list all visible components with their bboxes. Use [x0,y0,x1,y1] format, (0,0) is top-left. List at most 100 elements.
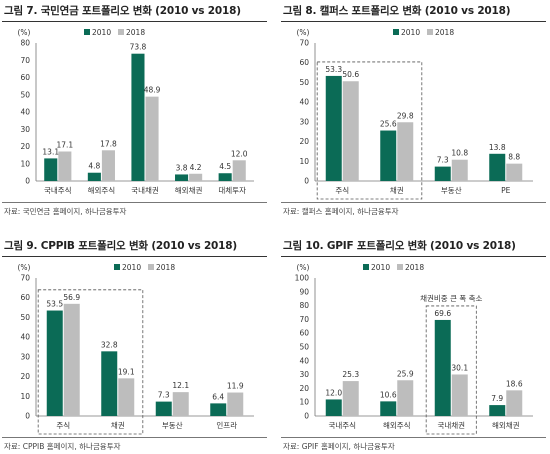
x-tick-label: 채권 [111,420,125,430]
data-label: 3.8 [176,163,188,172]
bar-2018 [451,374,468,416]
y-tick-label: 50 [299,343,309,352]
bar-2018 [58,151,72,181]
legend-swatch [148,264,154,270]
bar-2010 [380,401,397,416]
x-tick-label: 주식 [56,421,70,430]
chart-panel-nps: 그림 7. 국민연금 포트폴리오 변화 (2010 vs 2018) (%) 0 1… [2,3,267,218]
y-unit-label: (%) [297,263,310,272]
chart-source: 자료: 캘퍼스 홈페이지, 하나금융투자 [283,207,399,216]
data-label: 19.1 [118,367,135,376]
y-unit-label: (%) [297,28,310,37]
bar-chart: (%) 0 10 20 30 40 50 60 70 2010 2018 53.3 25.6 7.3 13.… [297,28,533,200]
source-rule [2,202,267,203]
title-rule [281,256,546,257]
bar-2010 [325,75,342,181]
data-label: 12.0 [325,388,342,397]
chart-panel-cppib: 그림 9. CPPIB 포트폴리오 변화 (2010 vs 2018) (%) 0… [2,238,267,453]
chart-source: 자료: 국민연금 홈페이지, 하나금융투자 [4,207,127,216]
bar-2018 [342,81,359,181]
y-tick-label: 0 [25,412,30,421]
y-tick-label: 70 [299,39,309,48]
bar-2018 [451,159,468,181]
x-tick-label: 부동산 [441,185,462,195]
legend-swatch [114,264,120,270]
data-label: 8.8 [508,153,520,162]
chart-title: 그림 10. GPIF 포트폴리오 변화 (2010 vs 2018) [283,240,516,252]
x-tick-label: PE [501,186,511,195]
bar-2018 [101,150,115,181]
chart-panel-gpif: 그림 10. GPIF 포트폴리오 변화 (2010 vs 2018) (%) 0… [281,238,546,453]
x-tick-label: 대체투자 [218,185,246,195]
y-tick-label: 0 [304,177,309,186]
legend-swatch [397,264,403,270]
bar-2010 [380,130,397,181]
highlight-box [425,305,477,435]
annotation-text: 채권비중 큰 폭 축소 [420,293,482,303]
x-tick-label: 인프라 [216,420,237,430]
y-tick-label: 20 [20,372,30,381]
x-tick-label: 국내주식 [328,421,356,430]
source-rule [281,202,546,203]
data-label: 32.8 [101,340,118,349]
x-tick-label: 해외주식 [383,420,411,430]
bar-2018 [189,173,203,181]
y-tick-label: 20 [20,142,30,151]
y-tick-label: 10 [20,392,30,401]
bar-2010 [489,405,506,416]
highlight-box [316,61,423,200]
bar-chart: (%) 0 10 20 30 40 50 60 70 80 90 100 2010 2018 12.0 10.… [295,263,533,435]
y-tick-label: 50 [20,313,30,322]
legend-label: 2018 [435,28,454,37]
bar-2010 [489,153,506,181]
title-rule [2,21,267,22]
y-tick-label: 80 [299,301,309,310]
bar-chart: (%) 0 10 20 30 40 50 60 70 2010 2018 53.5 32.8 7.3 6.4… [18,263,254,435]
data-label: 25.6 [380,120,397,129]
y-tick-label: 100 [295,274,310,283]
data-label: 17.1 [56,141,73,150]
title-rule [281,21,546,22]
data-label: 13.1 [42,147,59,156]
y-tick-label: 30 [299,117,309,126]
y-tick-label: 20 [299,384,309,393]
y-tick-label: 0 [25,177,30,186]
bar-2010 [434,166,451,181]
bar-2018 [145,96,159,181]
data-label: 25.3 [342,370,359,379]
y-tick-label: 30 [299,370,309,379]
data-label: 11.9 [227,382,244,391]
bar-2018 [118,378,135,416]
bar-2018 [63,303,80,416]
legend-label: 2010 [122,263,141,272]
y-tick-label: 10 [20,159,30,168]
chart-title: 그림 9. CPPIB 포트폴리오 변화 (2010 vs 2018) [4,240,237,252]
chart-title: 그림 7. 국민연금 포트폴리오 변화 (2010 vs 2018) [4,5,241,17]
source-rule [2,437,267,438]
y-tick-label: 80 [20,39,30,48]
data-label: 17.8 [100,139,117,148]
bar-2010 [44,158,58,181]
data-label: 18.6 [506,379,523,388]
data-label: 7.9 [491,394,503,403]
y-tick-label: 70 [20,274,30,283]
legend-label: 2010 [92,28,111,37]
y-tick-label: 60 [299,58,309,67]
data-label: 13.8 [489,143,506,152]
y-tick-label: 60 [299,329,309,338]
x-tick-label: 국내채권 [131,185,159,195]
y-tick-label: 60 [20,73,30,82]
y-tick-label: 30 [20,125,30,134]
bar-2010 [175,174,189,181]
bar-2018 [172,392,189,416]
bar-2018 [342,381,359,416]
data-label: 69.6 [434,309,451,318]
x-tick-label: 주식 [335,186,349,195]
legend-swatch [427,29,433,35]
y-tick-label: 70 [20,56,30,65]
bar-2010 [87,172,101,181]
bar-2010 [101,351,118,416]
bar-2018 [397,380,414,416]
data-label: 4.5 [219,162,231,171]
y-tick-label: 30 [20,352,30,361]
